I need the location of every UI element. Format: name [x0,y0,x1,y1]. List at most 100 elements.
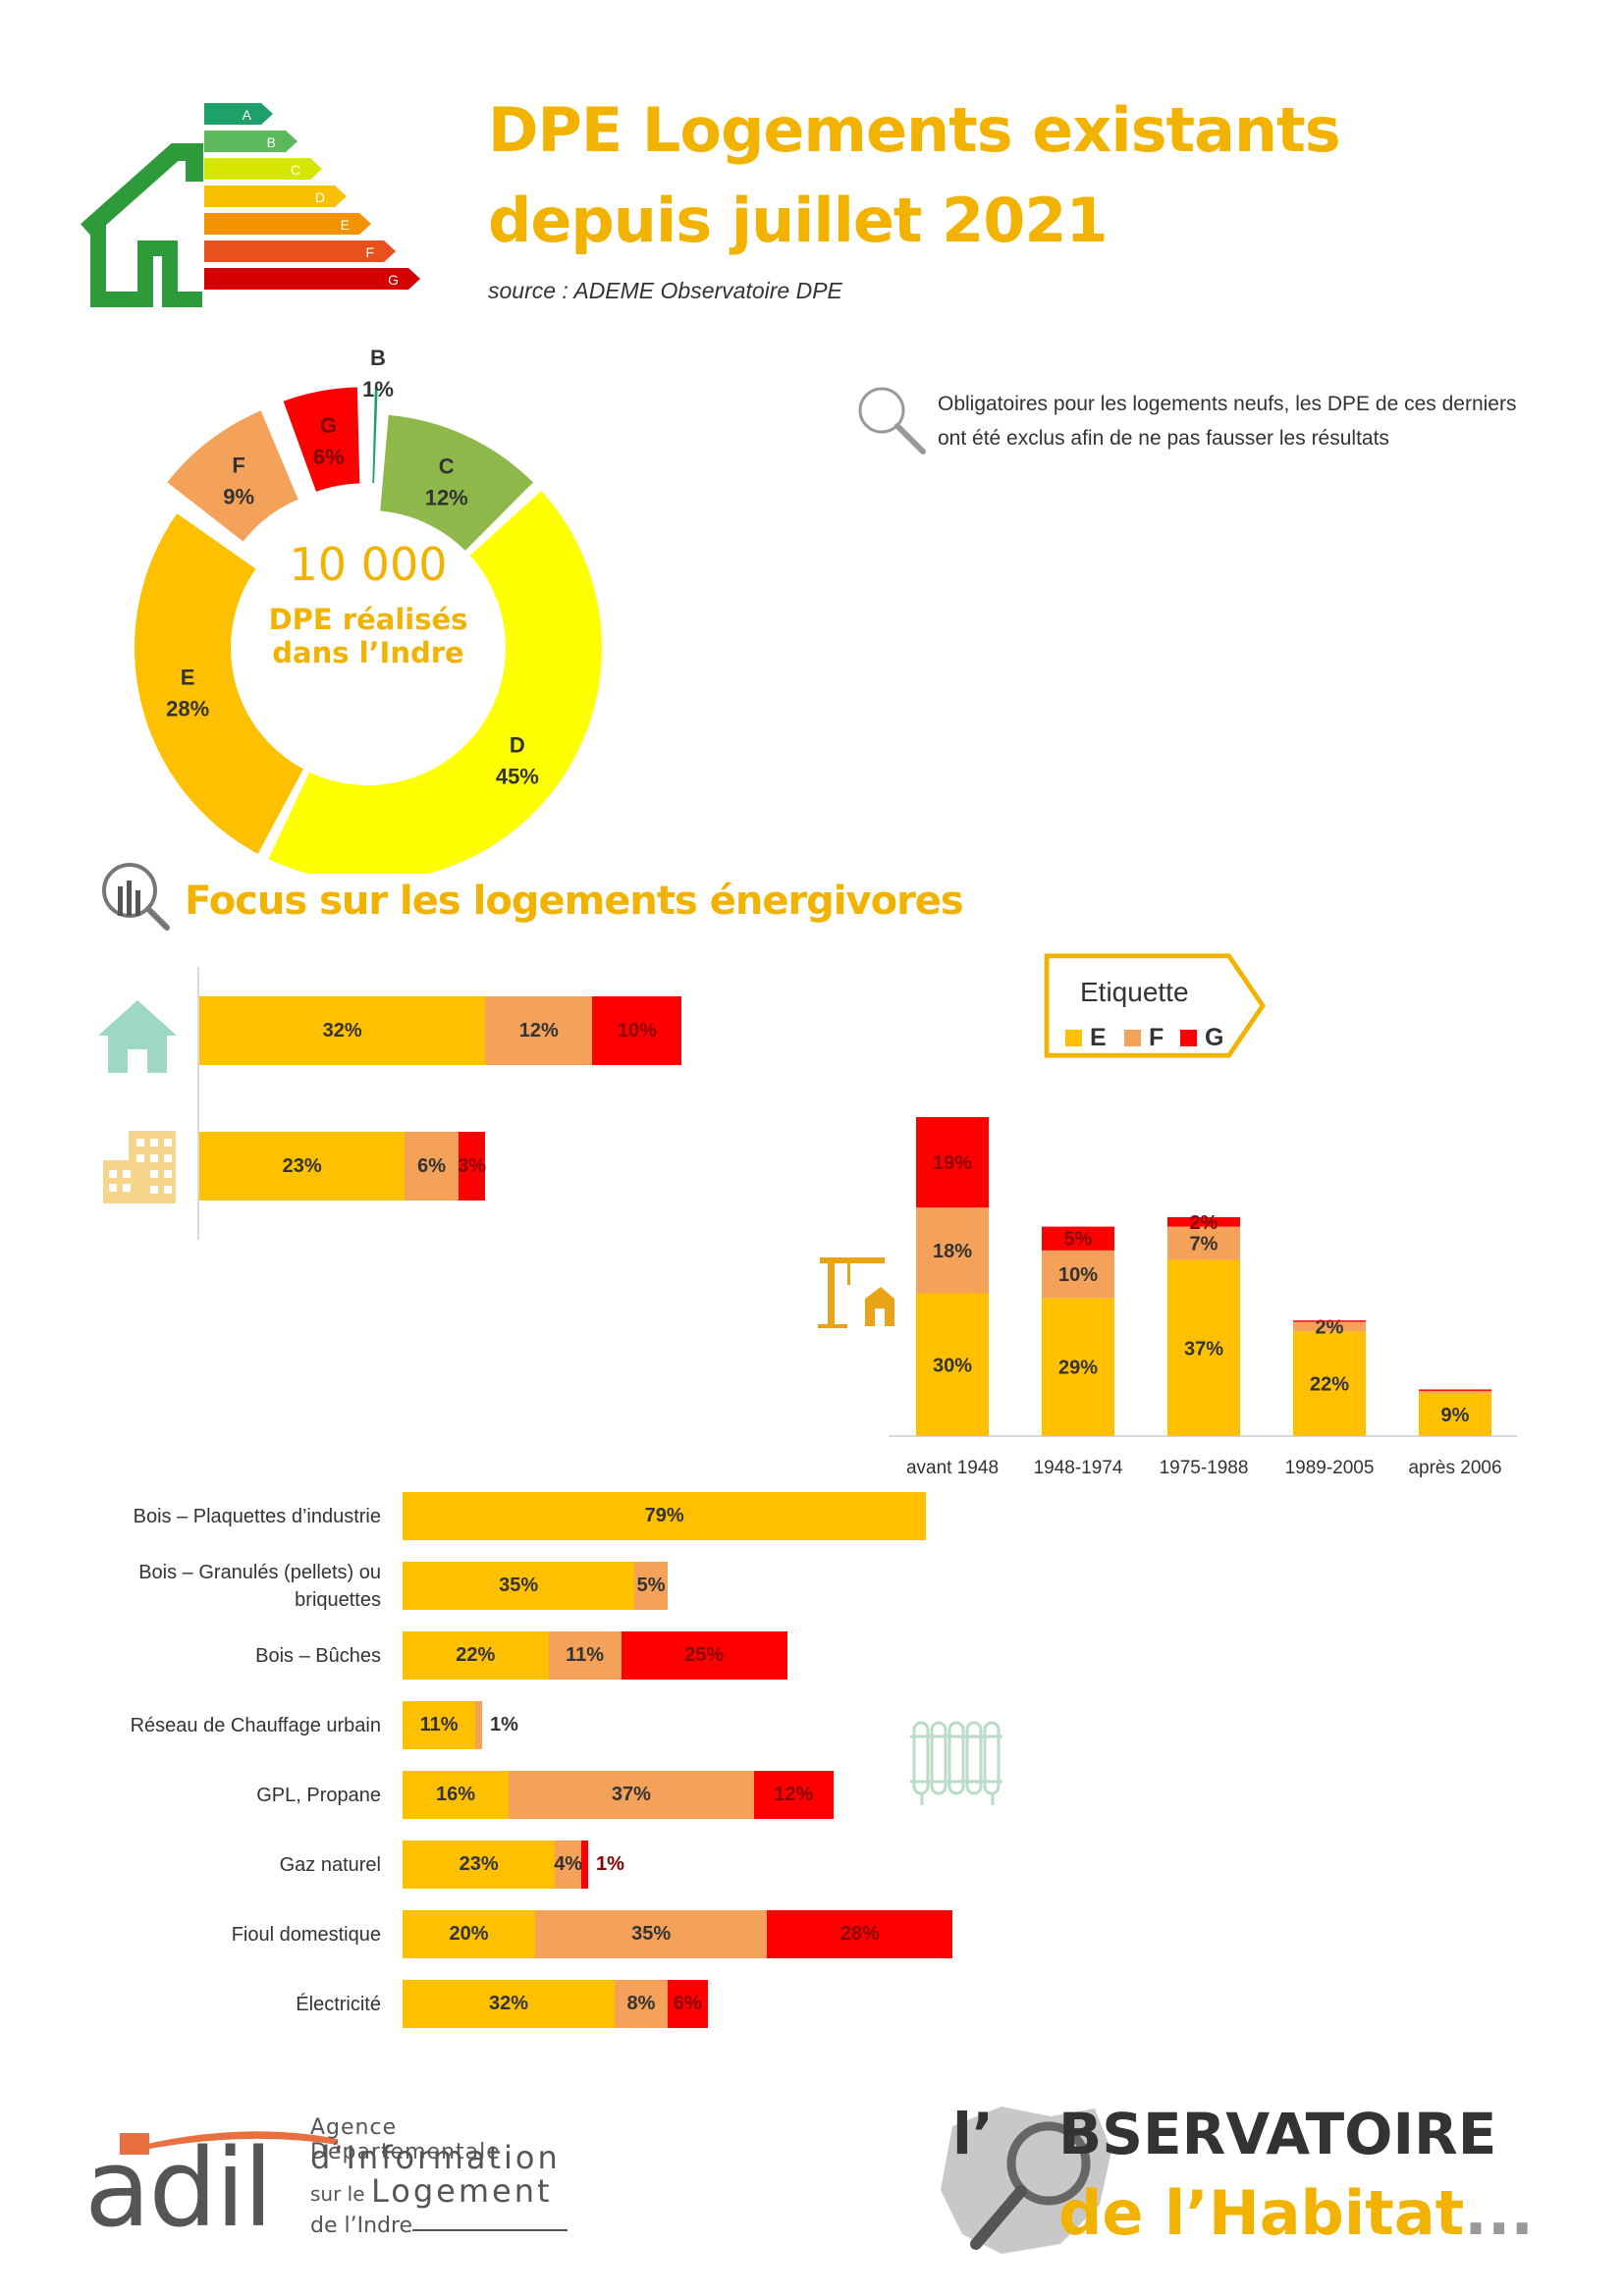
bar-segment-g: 1% [581,1841,624,1889]
x-tick-label: 1975-1988 [1160,1458,1249,1478]
bar-value-label: 32% [488,1993,529,2014]
bar-segment-f: 5% [634,1562,668,1610]
bar-value-label: 1% [490,1714,518,1735]
bar-segment-e: 20% [403,1910,535,1958]
bar-value-label: 23% [282,1154,322,1177]
donut-label-class-f: F [232,454,244,478]
adil-line-1: Agence Départementale [310,2115,501,2164]
bar-value-label: 8% [626,1993,656,2014]
bar-segment-f: 35% [535,1910,768,1958]
observatoire-logo: l’ BSERVATOIRE de l’Habitat... [933,2091,1542,2268]
bar-segment-f [1293,1321,1366,1332]
energy-class-letter-b: B [267,134,276,150]
bar-segment-f [1419,1390,1491,1394]
donut-label-class-d: D [510,733,525,758]
bar-value-label: 35% [631,1923,672,1945]
observatoire-line-1a: l’ [952,2101,994,2167]
adil-logo: adil Agence Départementale d’Information… [81,2115,591,2253]
legend-swatch-f [1124,1030,1141,1046]
category-label: Gaz naturel [279,1853,381,1876]
adil-line-3a: sur le [310,2182,365,2206]
energy-class-letter-c: C [291,162,300,178]
bar-segment-e: 16% [403,1771,509,1819]
legend-label-g: G [1205,1024,1224,1051]
x-tick-label: avant 1948 [906,1458,999,1478]
x-tick-label: après 2006 [1408,1458,1501,1478]
adil-line-3b: Logement [371,2172,553,2210]
donut-label-value-b: 1% [362,377,394,401]
energy-class-arrow-f [204,240,396,262]
bar-segment-e: 35% [403,1562,635,1610]
magnifier-icon [852,381,931,464]
radiator-icon [908,1713,1016,1816]
bar-segment-e [1293,1331,1366,1436]
bar-segment-g: 6% [668,1980,708,2028]
bar-value-label: 11% [419,1714,459,1735]
energy-class-arrow-a [204,103,273,125]
donut-slice-d [268,491,602,874]
bar-value-label: 79% [644,1505,684,1526]
housing-chart-axis [197,967,199,1240]
title-line-1: DPE Logements existants [488,94,1341,166]
energy-class-arrow-g [204,268,420,290]
magnifier-logo-icon [970,2121,1091,2250]
bar-value-label: 10% [1058,1264,1098,1286]
donut-slice-f [167,410,298,542]
observatoire-line-2-text: de l’Habitat [1058,2177,1465,2249]
donut-center-line2: dans l’Indre [272,636,464,669]
bar-segment-e: 22% [403,1631,549,1680]
bar-segment-e [1042,1298,1114,1436]
donut-center-count: 10 000 [289,538,448,591]
energy-class-letter-g: G [388,272,399,288]
bar-segment-e: 23% [199,1132,406,1201]
bar-value-label: 19% [933,1152,972,1174]
bar-segment-g [916,1117,989,1208]
bar-value-label: 20% [449,1923,489,1945]
bar-segment-f: 11% [548,1631,622,1680]
category-label: Réseau de Chauffage urbain [130,1714,381,1736]
adil-line-2: d’Information [310,2139,561,2176]
donut-label-class-b: B [370,346,386,370]
bar-value-label: 6% [673,1993,702,2014]
apartment-building-icon [101,1127,180,1210]
x-tick-label: 1948-1974 [1034,1458,1123,1478]
bar-value-label: 5% [1064,1229,1093,1251]
bar-value-label: 1% [596,1853,624,1875]
bar-segment-g [1419,1389,1491,1391]
donut-center: 10 000 DPE réalisés dans l’Indre [236,538,501,669]
legend-label-f: F [1149,1024,1164,1051]
bar-segment-e: 79% [403,1492,927,1540]
legend-swatch-e [1065,1030,1082,1046]
legend-item-g: G [1180,1024,1223,1052]
bar-value-label: 12% [518,1019,559,1041]
bar-value-label: 23% [459,1853,499,1875]
house-icon [96,996,180,1080]
bar-value-label: 3% [458,1154,486,1177]
bar-segment-f: 6% [405,1132,459,1201]
source-text: source : ADEME Observatoire DPE [488,278,842,303]
category-label: Fioul domestique [231,1923,381,1946]
bar-segment-g [1167,1216,1240,1227]
bar-value-label: 9% [1441,1405,1470,1426]
bar-segment-g [1042,1226,1114,1251]
bar-segment-f: 8% [615,1980,668,2028]
bar-segment-f [1167,1226,1240,1260]
bar-segment-f [916,1207,989,1294]
bar-segment-g: 12% [753,1771,834,1819]
bar-value-label: 6% [417,1154,447,1177]
bar-segment-e [916,1293,989,1436]
crane-construction-icon [818,1252,896,1335]
bar-segment-e [1167,1259,1240,1436]
donut-label-value-e: 28% [166,697,209,721]
bar-value-label: 11% [566,1644,605,1666]
bar-segment-g: 3% [458,1132,486,1201]
donut-label-value-f: 9% [223,485,254,509]
bar-value-label: 22% [1310,1374,1349,1396]
energy-class-letter-a: A [243,107,252,123]
category-label: Bois – Granulés (pellets) ou briquettes [138,1561,381,1611]
bar-value-label: 35% [499,1575,539,1596]
legend-item-f: F [1124,1024,1164,1052]
energy-class-arrow-d [204,186,347,207]
donut-center-line1: DPE réalisés [268,603,468,636]
